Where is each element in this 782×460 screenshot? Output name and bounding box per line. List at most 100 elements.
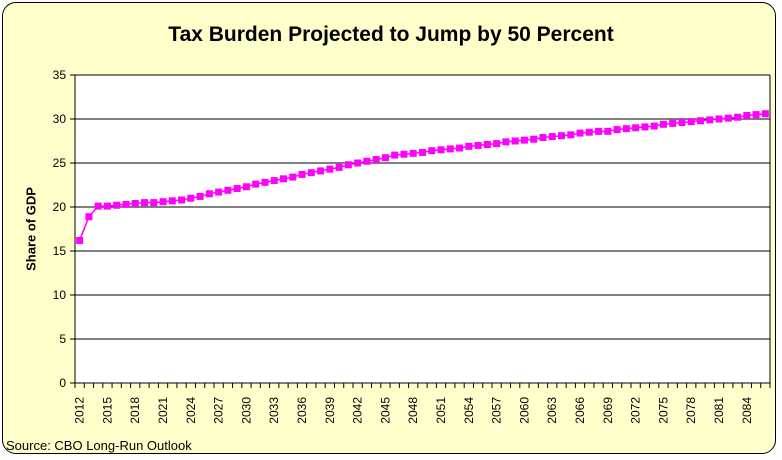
x-tick-label: 2063 [545,397,559,424]
x-tick-label: 2075 [656,397,670,424]
x-tick-label: 2069 [601,397,615,424]
data-point [289,173,297,181]
data-point [474,141,482,149]
data-point [344,161,352,169]
source-note: Source: CBO Long-Run Outlook [6,438,192,453]
data-point [428,147,436,155]
data-point [511,137,519,145]
data-point [261,178,269,186]
data-point [131,199,139,207]
x-tick-label: 2015 [100,397,114,424]
data-point [103,202,111,210]
data-point [715,115,723,123]
x-tick-label: 2066 [573,397,587,424]
data-point [409,149,417,157]
data-point [298,170,306,178]
data-point [85,213,93,221]
data-point [252,180,260,188]
data-point [706,116,714,124]
data-point [381,154,389,162]
data-point [391,151,399,159]
data-point [456,144,464,152]
data-point [761,110,769,118]
data-point [493,140,501,148]
data-point [446,145,454,153]
data-point [242,183,250,191]
data-point [641,123,649,131]
data-point [178,196,186,204]
x-tick-label: 2042 [351,397,365,424]
data-point [94,202,102,210]
data-point [215,188,223,196]
x-tick-label: 2045 [378,397,392,424]
data-point [113,201,121,209]
x-tick-label: 2054 [462,397,476,424]
data-point [483,141,491,149]
data-point [604,127,612,135]
x-tick-label: 2021 [156,397,170,424]
data-point [678,119,686,127]
y-tick-label: 10 [53,288,67,302]
data-point [539,133,547,141]
data-point [632,124,640,132]
y-tick-label: 35 [53,68,67,82]
x-tick-label: 2051 [434,397,448,424]
x-tick-label: 2084 [740,397,754,424]
data-point [743,111,751,119]
y-axis-title: Share of GDP [23,187,39,271]
data-point [465,142,473,150]
data-point [168,197,176,205]
x-tick-label: 2033 [267,397,281,424]
data-point [622,125,630,133]
x-tick-label: 2030 [239,397,253,424]
data-point [734,113,742,121]
data-point [530,135,538,143]
data-point [76,236,84,244]
data-point [400,150,408,158]
x-tick-label: 2060 [517,397,531,424]
data-point [687,118,695,126]
data-point [650,122,658,130]
x-tick-label: 2078 [684,397,698,424]
data-point [548,133,556,141]
x-tick-label: 2012 [73,397,87,424]
data-point [122,200,130,208]
x-tick-label: 2081 [712,397,726,424]
data-point [502,138,510,146]
data-point [585,128,593,136]
data-point [576,129,584,137]
y-tick-label: 0 [59,376,66,390]
y-tick-label: 5 [59,332,66,346]
y-tick-label: 30 [53,112,67,126]
x-tick-label: 2072 [629,397,643,424]
data-point [558,132,565,140]
data-point [419,148,426,156]
chart-title: Tax Burden Projected to Jump by 50 Perce… [168,23,614,46]
x-tick-label: 2027 [212,397,226,424]
data-point [270,177,278,185]
x-tick-label: 2018 [128,397,142,424]
data-point [317,167,325,175]
data-point [595,127,603,135]
data-point [187,194,195,202]
data-point [659,120,667,128]
data-point [363,157,371,165]
data-point [437,146,445,154]
data-point [307,169,315,177]
data-point [613,126,621,134]
data-point [159,198,167,206]
data-point [205,190,213,198]
x-tick-label: 2048 [406,397,420,424]
x-tick-label: 2024 [184,397,198,424]
data-point [567,131,575,139]
data-point [520,136,528,144]
y-tick-label: 20 [53,200,67,214]
data-point [669,119,677,127]
data-point [224,186,232,194]
data-point [335,163,343,171]
data-point [326,165,334,173]
x-tick-label: 2039 [323,397,337,424]
data-point [697,117,704,125]
data-point [196,192,204,200]
